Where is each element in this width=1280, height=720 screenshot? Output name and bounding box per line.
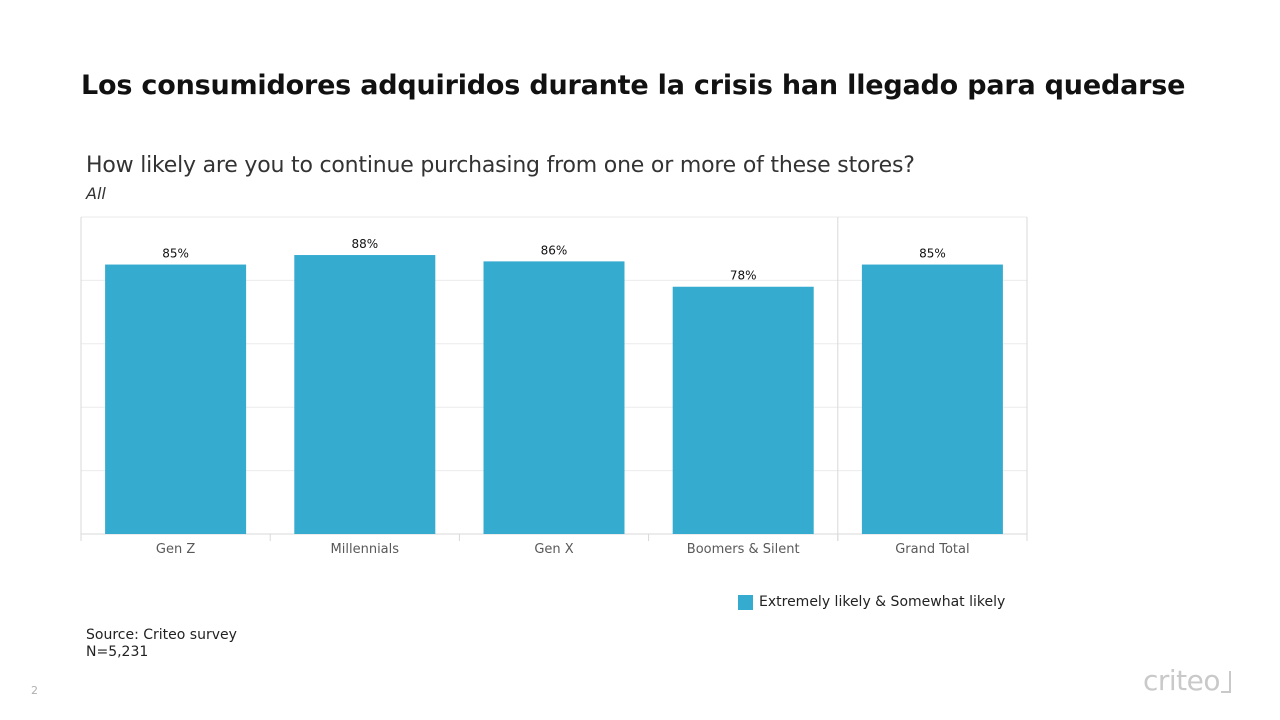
sample-size: N=5,231 <box>86 644 149 660</box>
x-tick-label: Millennials <box>331 542 400 557</box>
bar-grand-total <box>861 264 1003 534</box>
criteo-logo: criteo <box>1143 664 1232 697</box>
page-number: 2 <box>31 684 38 697</box>
bar-gen-z <box>105 264 247 534</box>
data-label: 85% <box>162 247 189 261</box>
slide-title: Los consumidores adquiridos durante la c… <box>81 70 1186 101</box>
chart-legend: Extremely likely & Somewhat likely <box>738 594 1005 610</box>
chart-title: How likely are you to continue purchasin… <box>86 153 915 178</box>
data-label: 88% <box>351 237 378 251</box>
bar-boomers-silent <box>672 286 814 534</box>
data-label: 86% <box>541 243 568 257</box>
x-tick-label: Grand Total <box>895 542 969 557</box>
legend-label: Extremely likely & Somewhat likely <box>759 594 1006 610</box>
criteo-logo-text: criteo <box>1143 664 1221 697</box>
chart-subtitle: All <box>86 184 106 203</box>
x-tick-label: Gen X <box>534 542 573 557</box>
logo-bracket-icon <box>1221 671 1232 693</box>
bar-millennials <box>294 255 436 535</box>
bar-gen-x <box>483 261 625 534</box>
legend-swatch <box>738 594 753 610</box>
source-note: Source: Criteo survey N=5,231 <box>86 627 237 661</box>
data-label: 85% <box>919 247 946 261</box>
data-label: 78% <box>730 269 757 283</box>
source-label: Source: Criteo survey <box>86 627 237 643</box>
x-tick-label: Gen Z <box>156 542 195 557</box>
x-tick-label: Boomers & Silent <box>687 542 800 557</box>
